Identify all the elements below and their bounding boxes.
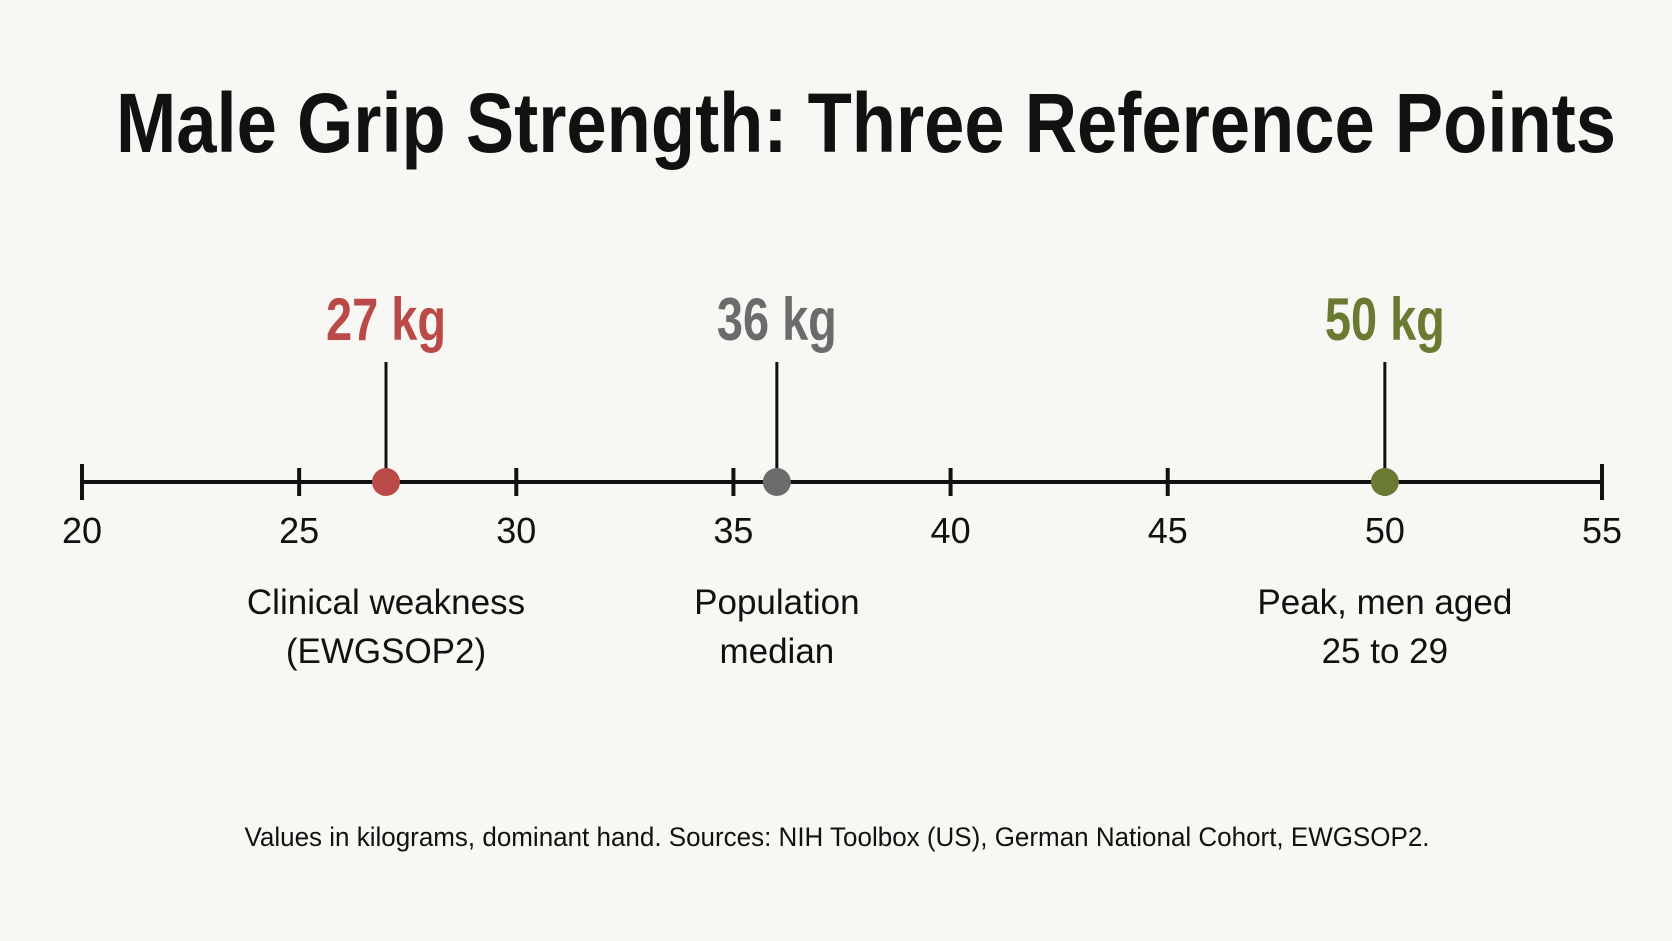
chart-title: Male Grip Strength: Three Reference Poin…	[116, 76, 1616, 170]
reference-marker: 27 kg Clinical weakness (EWGSOP2)	[247, 286, 525, 671]
marker-description: (EWGSOP2)	[286, 632, 486, 671]
marker-description: 25 to 29	[1322, 632, 1449, 671]
x-tick-label: 25	[279, 510, 319, 551]
axis-layer: 20 25 30 35 40 45 50 55	[62, 464, 1622, 551]
marker-description: median	[719, 632, 834, 671]
x-tick-label: 30	[496, 510, 536, 551]
marker-description: Clinical weakness	[247, 583, 525, 622]
marker-value-label: 36 kg	[717, 286, 837, 353]
x-tick-label: 40	[931, 510, 971, 551]
chart-footnote: Values in kilograms, dominant hand. Sour…	[245, 822, 1430, 852]
marker-description: Peak, men aged	[1257, 583, 1512, 622]
reference-marker: 50 kg Peak, men aged 25 to 29	[1257, 286, 1512, 671]
marker-dot	[1370, 468, 1399, 496]
marker-value-label: 50 kg	[1325, 286, 1445, 353]
x-tick-label: 50	[1365, 510, 1405, 551]
marker-value-label: 27 kg	[326, 286, 446, 353]
marker-layer: 27 kg Clinical weakness (EWGSOP2) 36 kg Popu…	[247, 286, 1512, 671]
marker-dot	[372, 468, 400, 496]
x-tick-label: 20	[62, 510, 102, 551]
x-tick-label: 35	[713, 510, 753, 551]
marker-dot	[762, 468, 791, 496]
marker-description: Population	[694, 583, 859, 622]
x-tick-label: 55	[1582, 510, 1622, 551]
reference-marker: 36 kg Population median	[694, 286, 859, 671]
x-tick-label: 45	[1148, 510, 1188, 551]
